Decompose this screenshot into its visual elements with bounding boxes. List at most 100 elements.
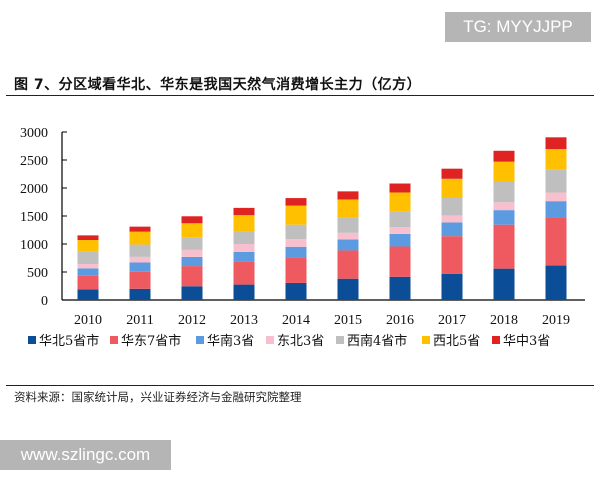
legend-label: 华北5省市 [39,333,99,349]
bar-segment-2011-2 [129,262,151,272]
bar-segment-2015-4 [337,217,359,233]
x-tick-label: 2015 [334,313,362,328]
bar-segment-2012-6 [181,216,203,224]
bar-segment-2016-6 [389,183,411,193]
bar-segment-2014-3 [285,239,307,247]
bar-segment-2012-4 [181,237,203,250]
legend-label: 华东7省市 [121,333,181,349]
bar-segment-2018-3 [493,202,515,211]
bar-segment-2019-2 [545,201,567,218]
bar-segment-2015-2 [337,239,359,251]
legend-swatch [422,336,430,344]
x-tick-label: 2011 [126,313,153,328]
bar-segment-2018-0 [493,268,515,300]
chart-title: 图 7、分区域看华北、华东是我国天然气消费增长主力（亿方） [14,77,422,93]
bar-segment-2013-2 [233,251,255,262]
bar-segment-2013-5 [233,215,255,232]
y-tick-label: 1500 [20,210,48,225]
bar-segment-2017-4 [441,197,463,216]
bar-segment-2011-4 [129,244,151,257]
y-tick-label: 2000 [20,182,48,197]
bar-segment-2015-1 [337,250,359,279]
bar-segment-2014-6 [285,198,307,206]
legend-label: 华中3省 [503,334,550,349]
bar-segment-2013-6 [233,207,255,216]
bar-segment-2015-3 [337,232,359,240]
bar-segment-2010-3 [77,263,99,269]
bar-segment-2012-3 [181,249,203,257]
legend-swatch [336,336,344,344]
bar-segment-2013-0 [233,284,255,300]
x-tick-label: 2014 [282,313,310,328]
bar-segment-2019-0 [545,265,567,300]
bar-segment-2017-1 [441,236,463,274]
bar-segment-2017-0 [441,273,463,300]
legend-label: 西北5省 [433,334,480,349]
legend-swatch [28,336,36,344]
x-tick-label: 2016 [386,313,414,328]
bar-segment-2016-1 [389,246,411,277]
bar-segment-2016-4 [389,211,411,228]
bar-segment-2012-5 [181,223,203,238]
bar-segment-2016-2 [389,233,411,247]
y-tick-label: 1000 [20,238,48,253]
y-tick-label: 2500 [20,154,48,169]
bar-segment-2014-5 [285,205,307,225]
bar-segment-2011-5 [129,231,151,245]
footer-divider [6,385,594,386]
legend-label: 西南4省市 [347,333,407,349]
bar-segment-2011-0 [129,288,151,300]
bar-segment-2015-5 [337,199,359,218]
legend-swatch [110,336,118,344]
bar-segment-2017-5 [441,178,463,198]
bar-segment-2010-5 [77,240,99,252]
bar-segment-2014-1 [285,257,307,283]
legend-label: 华南3省 [207,333,254,349]
bar-segment-2010-0 [77,289,99,300]
bar-segment-2014-0 [285,282,307,300]
bar-segment-2017-2 [441,222,463,237]
source-note: 资料来源：国家统计局，兴业证券经济与金融研究院整理 [14,390,302,404]
legend-label: 东北3省 [277,334,324,349]
legend-swatch [196,336,204,344]
bar-segment-2017-6 [441,168,463,179]
legend-swatch [266,336,274,344]
bar-segment-2015-6 [337,191,359,200]
bar-segment-2015-0 [337,278,359,300]
watermark-top: TG: MYYJJPP [445,12,591,42]
watermark-bottom: www.szlingc.com [0,440,171,470]
bar-segment-2013-1 [233,261,255,285]
x-tick-label: 2019 [542,313,570,328]
x-tick-label: 2012 [178,313,206,328]
y-tick-label: 500 [27,266,48,281]
bar-segment-2010-2 [77,268,99,276]
bar-segment-2017-3 [441,215,463,223]
y-tick-label: 3000 [20,126,48,141]
bar-segment-2011-3 [129,256,151,263]
bar-segment-2018-6 [493,150,515,162]
bar-segment-2011-6 [129,226,151,232]
bar-segment-2019-4 [545,169,567,193]
bar-segment-2012-1 [181,266,203,287]
stacked-bar-chart: 0 500 1000 1500 2000 2500 3000 2010 2011 2012 2013… [20,126,585,349]
bar-segment-2016-0 [389,276,411,300]
bar-segment-2019-1 [545,217,567,266]
legend-swatch [492,336,500,344]
bar-segment-2016-3 [389,227,411,234]
bar-segment-2016-5 [389,192,411,212]
y-tick-label: 0 [41,294,48,309]
bar-segment-2013-4 [233,231,255,244]
bar-segment-2018-1 [493,224,515,269]
bar-segment-2010-6 [77,235,99,241]
bar-segment-2019-5 [545,149,567,170]
bar-segment-2018-4 [493,181,515,203]
x-tick-label: 2018 [490,313,518,328]
title-divider [6,95,594,96]
x-tick-label: 2013 [230,313,258,328]
bar-segment-2019-3 [545,192,567,202]
bar-segment-2011-1 [129,271,151,289]
bar-segment-2012-2 [181,256,203,267]
x-tick-label: 2010 [74,313,102,328]
bar-segment-2012-0 [181,286,203,300]
bar-segment-2010-1 [77,275,99,290]
